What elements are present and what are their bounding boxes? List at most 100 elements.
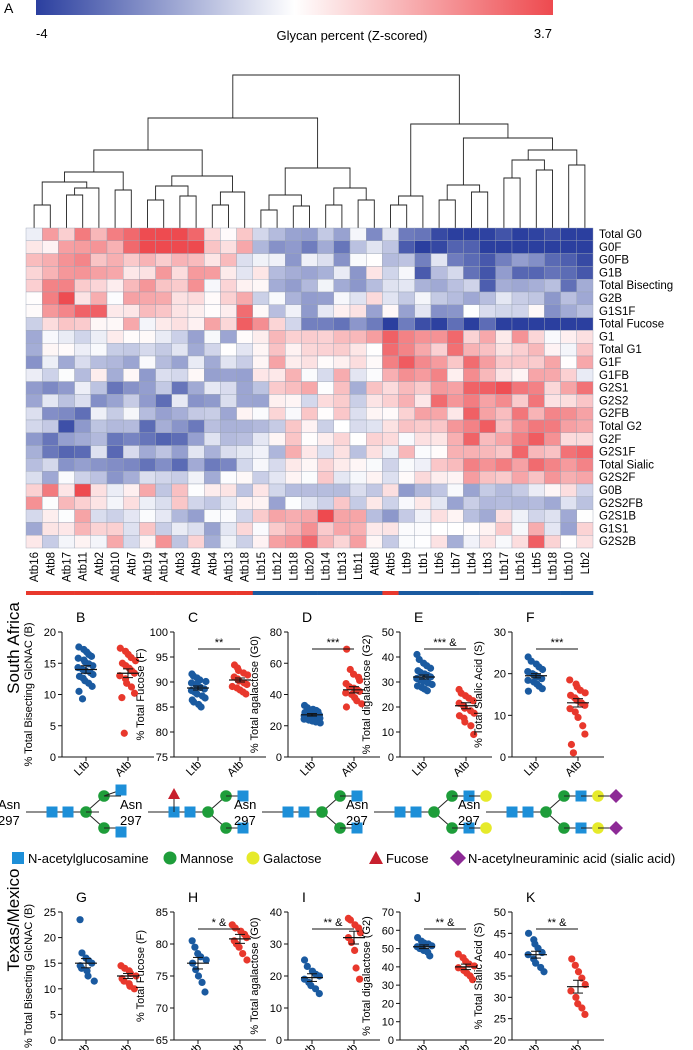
heatmap-cell: [106, 522, 124, 536]
heatmap-row-label: G2S2: [599, 395, 628, 407]
heatmap-cell: [122, 535, 140, 549]
y-tick-label: 85: [156, 907, 168, 919]
heatmap-cell: [463, 432, 480, 446]
heatmap-column-label: Ltb17: [499, 552, 511, 581]
heatmap-cell: [479, 535, 497, 549]
heatmap-cell: [511, 394, 529, 408]
heatmap-cell: [333, 343, 351, 357]
group-bar-segment: [398, 591, 416, 595]
heatmap-cell: [106, 240, 124, 254]
heatmap-cell: [414, 330, 432, 344]
heatmap-cell: [139, 394, 156, 408]
heatmap-cell: [576, 471, 594, 485]
heatmap-cell: [268, 317, 286, 331]
heatmap-cell: [463, 266, 480, 280]
heatmap-cell: [268, 330, 286, 344]
heatmap-cell: [447, 330, 464, 344]
mannose-circle: [202, 806, 214, 818]
asn-label: Asn: [0, 797, 20, 812]
heatmap-cell: [301, 343, 318, 357]
heatmap-row-label: G2S1: [599, 383, 628, 395]
heatmap-cell: [463, 535, 480, 549]
y-tick-label: 20: [494, 669, 506, 681]
heatmap-cell: [544, 445, 561, 459]
heatmap-column-label: Ltb5: [531, 552, 543, 574]
heatmap-cell: [301, 266, 318, 280]
heatmap-cell: [560, 317, 577, 331]
data-point-atb: [470, 962, 478, 970]
data-point-ltb: [76, 916, 84, 924]
heatmap-cell: [398, 343, 416, 357]
heatmap-cell: [236, 432, 254, 446]
legend-item-2: Galactose: [246, 851, 322, 866]
heatmap-cell: [528, 266, 545, 280]
x-tick-label: Ltb: [410, 1042, 430, 1050]
heatmap-cell: [139, 368, 156, 382]
heatmap-cell: [414, 381, 432, 395]
heatmap-cell: [430, 419, 448, 434]
group-bar-segment: [220, 591, 237, 595]
heatmap-cell: [366, 343, 383, 357]
heatmap-row-label: G2S1B: [599, 511, 636, 523]
heatmap-cell: [414, 317, 432, 331]
heatmap-cell: [301, 535, 318, 549]
heatmap-cell: [220, 330, 237, 344]
heatmap-cell: [58, 368, 75, 382]
heatmap-cell: [139, 266, 156, 280]
heatmap-cell: [301, 227, 318, 242]
heatmap-cell: [463, 368, 480, 382]
group-bar-segment: [58, 591, 75, 595]
heatmap-column-label: Ltb15: [256, 552, 268, 581]
legend-item-1: Mannose: [163, 851, 233, 866]
heatmap-cell: [122, 355, 140, 370]
heatmap-cell: [333, 266, 351, 280]
panel-letter: E: [414, 609, 423, 625]
heatmap-row-label: G1S1F: [599, 306, 635, 318]
heatmap-cell: [236, 240, 254, 254]
heatmap-cell: [25, 227, 43, 242]
heatmap-cell: [203, 266, 221, 280]
heatmap-column-labels: Atb16 Atb8 Atb17 Atb11 Atb2 Atb10 Atb7 Atb19 Atb…: [29, 551, 592, 582]
heatmap-cell: [317, 419, 335, 434]
heatmap-cell: [576, 368, 594, 382]
significance-label: *** &: [433, 637, 457, 649]
heatmap-cell: [414, 419, 432, 434]
heatmap-cell: [495, 317, 513, 331]
heatmap-cell: [42, 266, 59, 280]
data-point-atb: [116, 644, 124, 652]
glcnac-square: [115, 784, 127, 796]
y-tick-label: 70: [382, 907, 394, 919]
heatmap-cell: [301, 253, 318, 267]
heatmap-cell: [139, 432, 156, 446]
heatmap-cell: [268, 471, 286, 485]
heatmap-cell: [333, 279, 351, 293]
panel-letter: I: [302, 889, 306, 905]
y-axis-label: % Total Sialic Acid (S): [473, 641, 485, 748]
heatmap-column-label: Atb10: [110, 552, 122, 582]
heatmap-cell: [25, 266, 43, 280]
heatmap-cell: [528, 330, 545, 344]
significance-label: ** &: [324, 917, 344, 929]
heatmap-cell: [139, 445, 156, 459]
heatmap-cell: [366, 535, 383, 549]
heatmap-cell: [203, 291, 221, 306]
heatmap-cell: [187, 535, 205, 549]
data-point-ltb: [538, 665, 547, 674]
data-point-atb: [571, 708, 579, 716]
heatmap-cell: [285, 509, 302, 523]
heatmap-cell: [203, 483, 221, 498]
y-tick-label: 0: [388, 1035, 394, 1047]
heatmap-cell: [74, 343, 91, 357]
heatmap-cell: [382, 279, 399, 293]
heatmap-column-label: Ltb3: [483, 552, 495, 574]
heatmap-cell: [171, 432, 189, 446]
heatmap-cell: [90, 253, 108, 267]
heatmap-row-label: G1: [599, 331, 614, 343]
dendrogram-link: [171, 175, 233, 192]
heatmap-cell: [25, 368, 43, 382]
heatmap-cell: [220, 419, 237, 434]
heatmap-cell: [252, 317, 270, 331]
heatmap-cell: [301, 355, 318, 370]
heatmap-cell: [349, 381, 367, 395]
